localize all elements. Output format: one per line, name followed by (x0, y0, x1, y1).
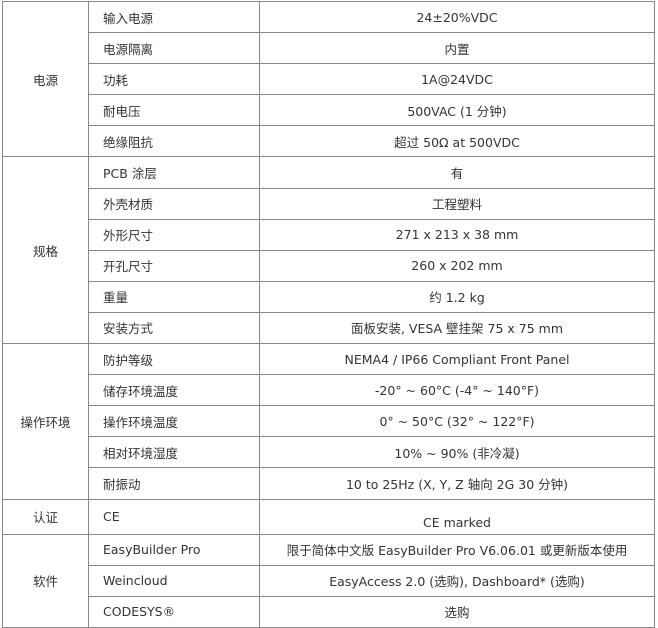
category-cell: 软件 (2, 533, 89, 628)
spec-value: 24±20%VDC (259, 0, 655, 34)
table-row: 耐振动 10 to 25Hz (X, Y, Z 轴向 2G 30 分钟) (3, 467, 655, 500)
table-row: 软件 EasyBuilder Pro 限于简体中文版 EasyBuilder Pro… (2, 533, 655, 628)
spec-label: 安装方式 (88, 311, 260, 345)
spec-value: -20° ~ 60°C (-4° ~ 140°F) (259, 374, 655, 407)
spec-value: 选购 (259, 595, 655, 628)
table-row: 功耗 1A@24VDC (3, 63, 655, 96)
spec-label: 开孔尺寸 (88, 249, 260, 282)
table-row: 外形尺寸 271 x 213 x 38 mm (3, 218, 655, 251)
table-row: 相对环境湿度 10% ~ 90% (非冷凝) (3, 436, 655, 469)
table-row: 开孔尺寸 260 x 202 mm (3, 249, 655, 282)
spec-label: CODESYS® (88, 595, 260, 628)
spec-label: 输入电源 (88, 0, 260, 34)
spec-label: 功耗 (88, 63, 260, 96)
spec-value: 1A@24VDC (259, 63, 655, 96)
spec-label: 相对环境湿度 (88, 436, 260, 469)
table-row: 耐电压 500VAC (1 分钟) (3, 94, 655, 127)
table-row: Weincloud EasyAccess 2.0 (选购), Dashboard*… (3, 564, 655, 597)
spec-value: 500VAC (1 分钟) (259, 94, 655, 127)
spec-label: 外壳材质 (88, 187, 260, 220)
spec-label: Weincloud (88, 564, 260, 597)
category-cell: 规格 (2, 156, 89, 345)
spec-value: 0° ~ 50°C (32° ~ 122°F) (259, 405, 655, 438)
spec-value: 约 1.2 kg (259, 280, 655, 313)
spec-value: EasyAccess 2.0 (选购), Dashboard* (选购) (259, 564, 655, 597)
table-row: 认证 CE CE marked (2, 498, 655, 535)
spec-value: 271 x 213 x 38 mm (259, 218, 655, 251)
spec-value: 限于简体中文版 EasyBuilder Pro V6.06.01 或更新版本使用 (259, 533, 655, 566)
category-cell: 电源 (2, 0, 89, 158)
spec-value: NEMA4 / IP66 Compliant Front Panel (259, 343, 655, 376)
table-row: 储存环境温度 -20° ~ 60°C (-4° ~ 140°F) (3, 374, 655, 407)
table-row: 操作环境 防护等级 NEMA4 / IP66 Compliant Front Pan… (2, 343, 655, 500)
spec-label: 电源隔离 (88, 32, 260, 65)
table-row: 安装方式 面板安装, VESA 壁挂架 75 x 75 mm (3, 311, 655, 345)
spec-label: EasyBuilder Pro (88, 533, 260, 566)
table-row: 外壳材质 工程塑料 (3, 187, 655, 220)
table-row: 电源 输入电源 24±20%VDC (2, 0, 655, 158)
spec-label: 操作环境温度 (88, 405, 260, 438)
spec-value: 面板安装, VESA 壁挂架 75 x 75 mm (259, 311, 655, 345)
spec-label: CE (88, 498, 260, 535)
category-cell: 操作环境 (2, 343, 89, 500)
table-row: 操作环境温度 0° ~ 50°C (32° ~ 122°F) (3, 405, 655, 438)
table-row: 规格 PCB 涂层有 (2, 156, 655, 345)
table-row: 重量约 1.2 kg (3, 280, 655, 313)
spec-label: 外形尺寸 (88, 218, 260, 251)
table-row: 电源隔离 内置 (3, 32, 655, 65)
table-row: CODESYS® 选购 (3, 595, 655, 628)
spec-label: 耐振动 (88, 467, 260, 500)
spec-label: 重量 (88, 280, 260, 313)
spec-label: PCB 涂层 (88, 156, 260, 189)
spec-label: 防护等级 (88, 343, 260, 376)
spec-value: CE marked (259, 498, 655, 535)
category-cell: 认证 (2, 498, 89, 535)
spec-value: 内置 (259, 32, 655, 65)
spec-label: 耐电压 (88, 94, 260, 127)
spec-value: 10% ~ 90% (非冷凝) (259, 436, 655, 469)
spec-value: 有 (259, 156, 655, 189)
spec-value: 260 x 202 mm (259, 249, 655, 282)
table-row: 绝缘阻抗 超过 50Ω at 500VDC (3, 125, 655, 158)
spec-label: 储存环境温度 (88, 374, 260, 407)
spec-value: 10 to 25Hz (X, Y, Z 轴向 2G 30 分钟) (259, 467, 655, 500)
spec-value: 工程塑料 (259, 187, 655, 220)
spec-value: 超过 50Ω at 500VDC (259, 125, 655, 158)
spec-label: 绝缘阻抗 (88, 125, 260, 158)
